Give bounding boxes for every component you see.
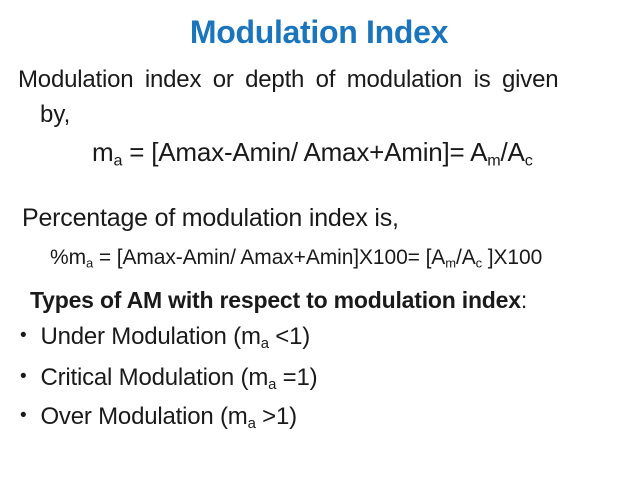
bullet-text: Over Modulation (ma >1) [40,403,297,433]
bullet-critical-modulation: • Critical Modulation (ma =1) [20,364,318,394]
bullet-icon: • [20,325,27,346]
percentage-modulation-formula: %ma = [Amax-Amin/ Amax+Amin]X100= [Am/Ac… [50,246,543,271]
slide-title: Modulation Index [189,14,449,50]
bullet-under-modulation: • Under Modulation (ma <1) [20,323,311,353]
modulation-index-formula: ma = [Amax-Amin/ Amax+Amin]= Am/Ac [92,137,533,170]
intro-paragraph-line2: by, [40,101,71,128]
types-heading: Types of AM with respect to modulation i… [30,287,527,313]
types-heading-colon: : [520,287,528,313]
bullet-text: Under Modulation (ma <1) [40,323,311,353]
bullet-over-modulation: • Over Modulation (ma >1) [20,403,297,433]
bullet-icon: • [20,405,27,426]
percentage-paragraph: Percentage of modulation index is, [22,204,399,232]
bullet-text: Critical Modulation (ma =1) [40,364,318,394]
bullet-icon: • [20,366,27,387]
intro-paragraph-line1: Modulation index or depth of modulation … [18,66,559,93]
types-heading-text: Types of AM with respect to modulation i… [30,287,521,313]
